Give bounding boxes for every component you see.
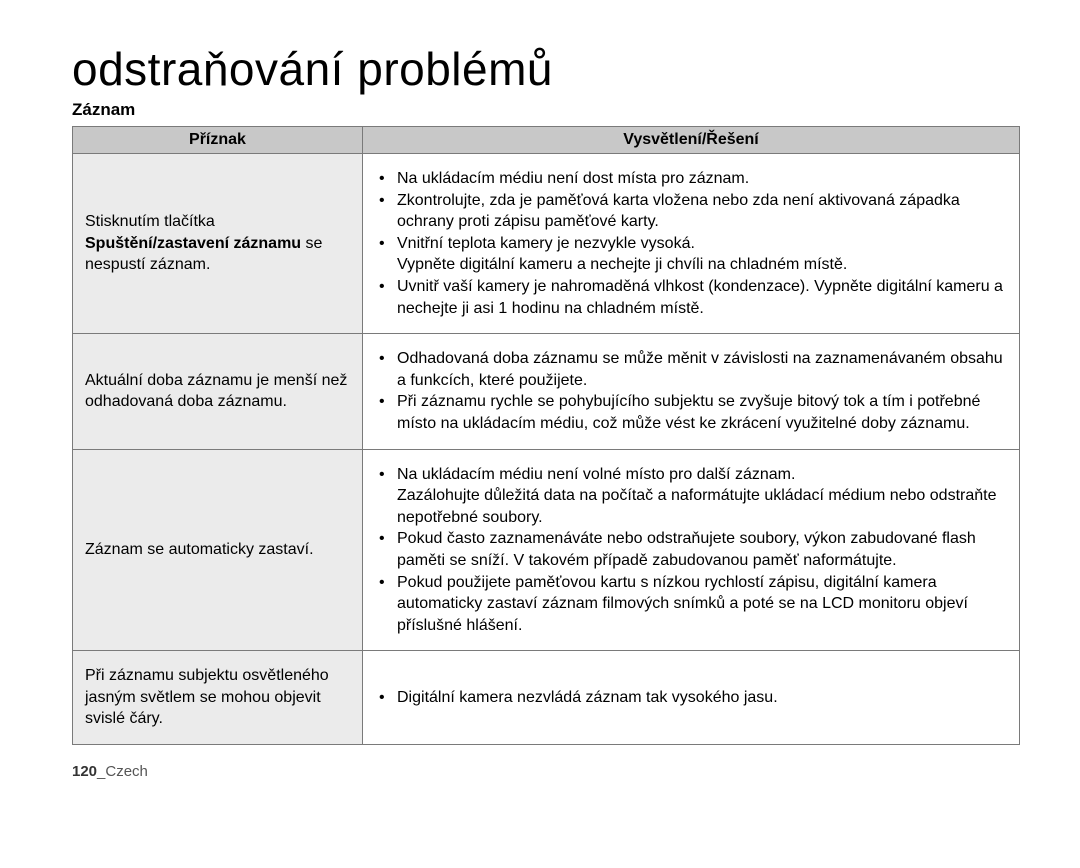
footer-lang: Czech <box>105 763 148 780</box>
list-item: Uvnitř vaší kamery je nahromaděná vlhkos… <box>393 276 1009 319</box>
troubleshooting-table: Příznak Vysvětlení/Řešení Stisknutím tla… <box>72 126 1020 745</box>
symptom-text-bold: Spuštění/zastavení záznamu <box>85 235 301 252</box>
symptom-cell: Aktuální doba záznamu je menší než odhad… <box>73 334 363 449</box>
table-row: Stisknutím tlačítka Spuštění/zastavení z… <box>73 154 1020 334</box>
solution-list: Digitální kamera nezvládá záznam tak vys… <box>375 687 1009 709</box>
list-item: Na ukládacím médiu není dost místa pro z… <box>393 168 1009 190</box>
list-item: Odhadovaná doba záznamu se může měnit v … <box>393 348 1009 391</box>
footer-page-number: 120 <box>72 763 97 780</box>
list-item: Na ukládacím médiu není volné místo pro … <box>393 464 1009 529</box>
symptom-text-a: Stisknutím tlačítka <box>85 213 215 230</box>
document-page: odstraňování problémů Záznam Příznak Vys… <box>0 0 1080 810</box>
list-item: Zkontrolujte, zda je paměťová karta vlož… <box>393 190 1009 233</box>
solution-cell: Na ukládacím médiu není dost místa pro z… <box>363 154 1020 334</box>
section-title: Záznam <box>72 100 1020 120</box>
solution-list: Na ukládacím médiu není dost místa pro z… <box>375 168 1009 319</box>
solution-cell: Odhadovaná doba záznamu se může měnit v … <box>363 334 1020 449</box>
solution-list: Na ukládacím médiu není volné místo pro … <box>375 464 1009 637</box>
list-item: Pokud často zaznamenáváte nebo odstraňuj… <box>393 528 1009 571</box>
page-footer: 120_Czech <box>72 763 1020 780</box>
list-item: Vnitřní teplota kamery je nezvykle vysok… <box>393 233 1009 276</box>
solution-list: Odhadovaná doba záznamu se může měnit v … <box>375 348 1009 434</box>
table-row: Aktuální doba záznamu je menší než odhad… <box>73 334 1020 449</box>
list-item: Při záznamu rychle se pohybujícího subje… <box>393 391 1009 434</box>
col-header-symptom: Příznak <box>73 127 363 154</box>
symptom-cell: Při záznamu subjektu osvětleného jasným … <box>73 651 363 745</box>
table-row: Záznam se automaticky zastaví. Na ukláda… <box>73 449 1020 651</box>
solution-cell: Digitální kamera nezvládá záznam tak vys… <box>363 651 1020 745</box>
symptom-cell: Záznam se automaticky zastaví. <box>73 449 363 651</box>
col-header-solution: Vysvětlení/Řešení <box>363 127 1020 154</box>
table-row: Při záznamu subjektu osvětleného jasným … <box>73 651 1020 745</box>
list-item: Pokud použijete paměťovou kartu s nízkou… <box>393 572 1009 637</box>
solution-cell: Na ukládacím médiu není volné místo pro … <box>363 449 1020 651</box>
page-title: odstraňování problémů <box>72 42 1020 96</box>
symptom-cell: Stisknutím tlačítka Spuštění/zastavení z… <box>73 154 363 334</box>
list-item: Digitální kamera nezvládá záznam tak vys… <box>393 687 1009 709</box>
table-header-row: Příznak Vysvětlení/Řešení <box>73 127 1020 154</box>
